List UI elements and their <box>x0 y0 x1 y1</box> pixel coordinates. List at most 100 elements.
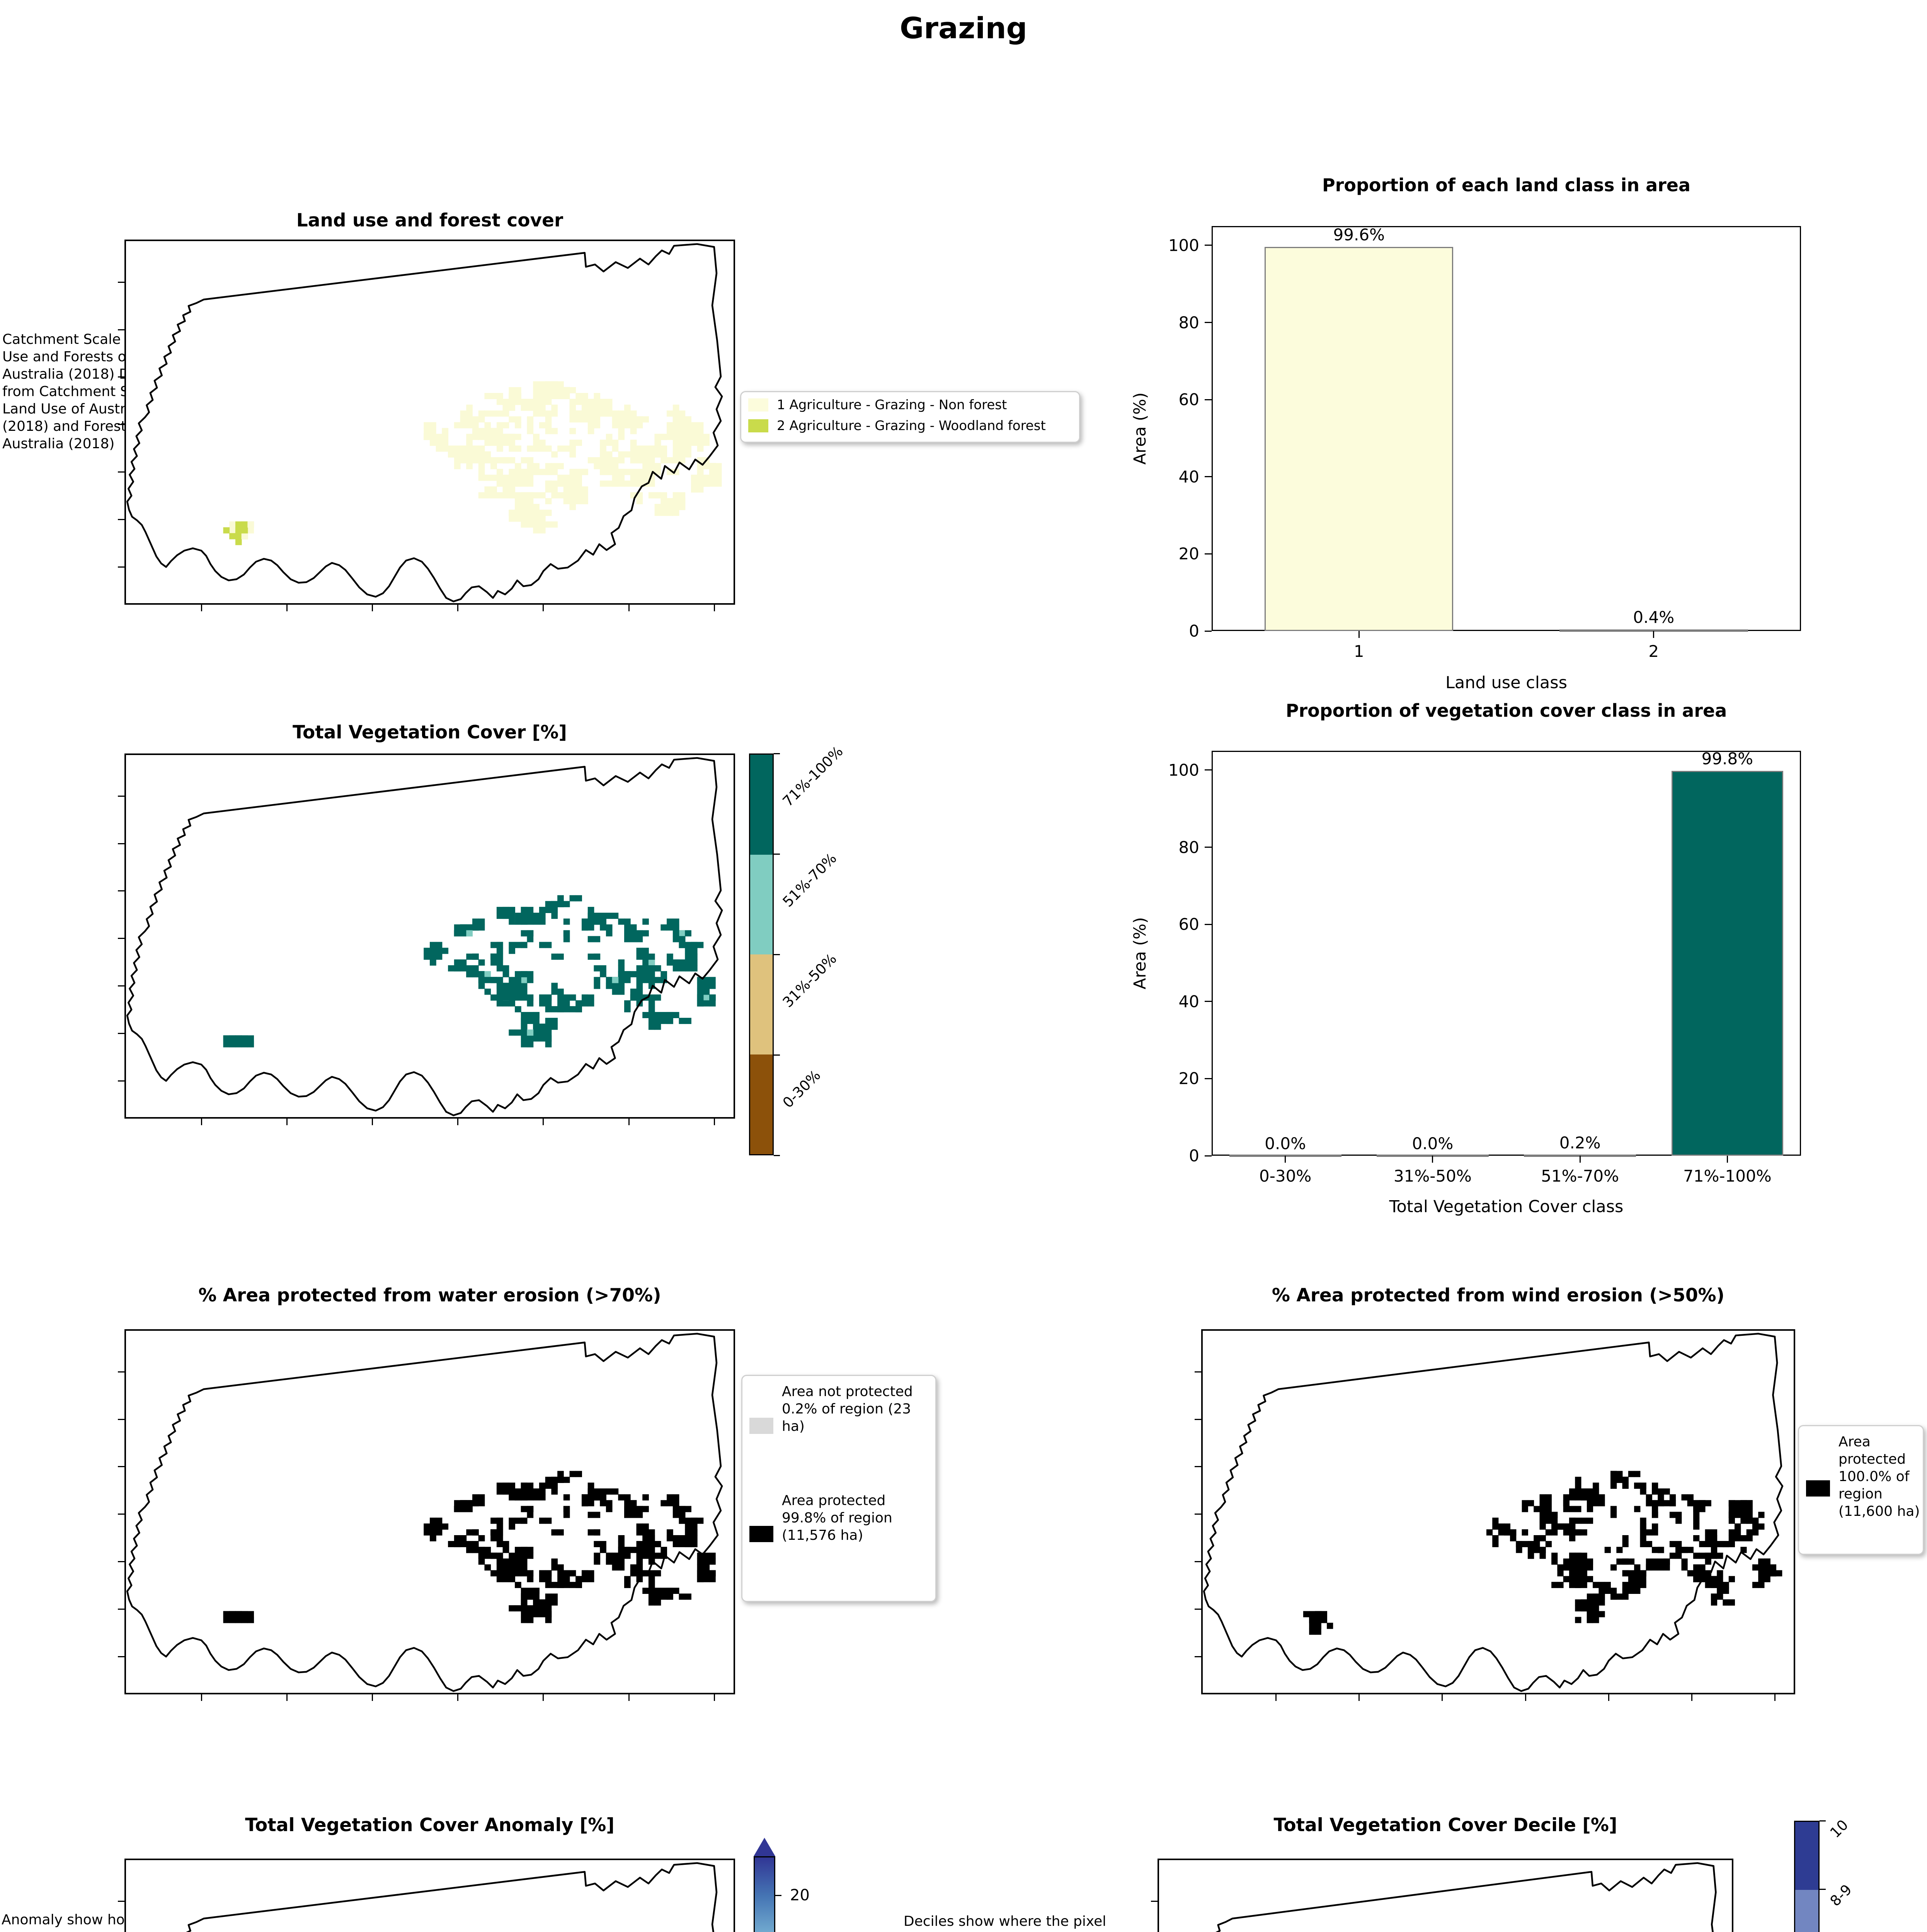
map-pixel <box>648 1553 655 1559</box>
map-pixel <box>642 451 649 458</box>
map-pixel <box>557 1006 564 1012</box>
map-pixel <box>484 1553 491 1559</box>
map-pixel <box>594 1529 601 1536</box>
map-pixel <box>490 474 497 481</box>
map-pixel <box>490 393 497 399</box>
map-pixel <box>600 965 606 972</box>
map-pixel <box>636 1558 643 1565</box>
map-pixel <box>527 1553 534 1559</box>
map-pixel <box>660 924 667 931</box>
map-pixel <box>527 469 534 475</box>
land-class-chart-ytick <box>1205 245 1212 246</box>
map-pixel <box>691 474 698 481</box>
map-pixel <box>235 521 242 528</box>
map-pixel <box>636 971 643 978</box>
map-pixel <box>496 492 503 498</box>
map-pixel <box>630 994 637 1001</box>
map-pixel <box>515 416 521 423</box>
map-pixel <box>1516 1541 1522 1548</box>
map-pixel <box>527 1576 534 1582</box>
map-pixel <box>1652 1488 1658 1495</box>
map-pixel <box>672 451 679 458</box>
land-use-map-xtick <box>713 605 715 611</box>
map-pixel <box>496 942 503 948</box>
map-pixel <box>654 1018 661 1024</box>
map-pixel <box>582 393 588 399</box>
map-pixel <box>454 965 461 972</box>
map-pixel <box>685 445 691 452</box>
wind-erosion-legend-label: Area protected 100.0% of region (11,600 … <box>1838 1434 1920 1519</box>
land-use-map-xtick <box>371 605 373 611</box>
map-pixel <box>551 521 558 528</box>
map-pixel <box>654 1541 661 1548</box>
map-pixel <box>1569 1553 1576 1559</box>
map-pixel <box>1534 1535 1540 1541</box>
map-pixel <box>1581 1494 1587 1501</box>
map-pixel <box>454 1541 461 1548</box>
map-pixel <box>1758 1512 1765 1518</box>
map-pixel <box>1510 1535 1517 1541</box>
map-pixel <box>569 474 576 481</box>
map-pixel <box>582 469 588 475</box>
map-pixel <box>551 1018 558 1024</box>
map-pixel <box>430 439 436 446</box>
map-pixel <box>1534 1547 1540 1553</box>
map-pixel <box>1728 1517 1735 1524</box>
map-pixel <box>594 965 601 972</box>
map-pixel <box>545 463 552 469</box>
map-pixel <box>594 1558 601 1565</box>
map-pixel <box>660 977 667 983</box>
map-pixel <box>1569 1517 1576 1524</box>
map-pixel <box>430 434 436 440</box>
veg-class-chart-ytick <box>1205 923 1212 925</box>
map-pixel <box>1563 1529 1570 1536</box>
land-use-map-xtick <box>628 605 630 611</box>
map-pixel <box>521 1506 528 1512</box>
map-pixel <box>521 994 528 1001</box>
map-pixel <box>545 399 552 405</box>
map-pixel <box>1539 1494 1546 1501</box>
map-pixel <box>509 457 516 464</box>
map-pixel <box>533 439 540 446</box>
map-pixel <box>247 527 254 534</box>
map-pixel <box>496 393 503 399</box>
map-pixel <box>1504 1529 1510 1536</box>
land-class-chart-bar-value: 0.4% <box>1633 608 1675 627</box>
map-pixel <box>430 1529 436 1536</box>
map-pixel <box>436 1517 443 1524</box>
wind-erosion-legend-swatch <box>1806 1480 1830 1497</box>
map-pixel <box>1545 1500 1552 1507</box>
map-pixel <box>1604 1582 1611 1588</box>
map-pixel <box>709 1570 716 1577</box>
map-pixel <box>667 457 673 464</box>
veg-colorbar-band <box>750 854 773 954</box>
map-pixel <box>502 1564 509 1571</box>
map-pixel <box>1728 1541 1735 1548</box>
map-pixel <box>1604 1547 1611 1553</box>
map-pixel <box>703 439 710 446</box>
map-pixel <box>1693 1570 1700 1577</box>
map-pixel <box>509 947 516 954</box>
map-pixel <box>667 1018 673 1024</box>
map-pixel <box>539 439 546 446</box>
wind-erosion-map-ytick <box>1195 1561 1201 1563</box>
map-pixel <box>1740 1517 1747 1524</box>
map-pixel <box>539 410 546 417</box>
map-pixel <box>454 422 461 429</box>
map-pixel <box>660 451 667 458</box>
map-pixel <box>582 1494 588 1501</box>
map-pixel <box>630 474 637 481</box>
map-pixel <box>636 457 643 464</box>
map-pixel <box>527 1041 534 1048</box>
map-pixel <box>424 428 430 434</box>
map-pixel <box>660 492 667 498</box>
map-pixel <box>672 434 679 440</box>
map-pixel <box>667 1535 673 1541</box>
map-pixel <box>1699 1553 1706 1559</box>
land-use-map-ytick <box>118 566 124 568</box>
map-pixel <box>223 1617 230 1623</box>
map-pixel <box>527 480 534 487</box>
map-pixel <box>654 1012 661 1018</box>
map-pixel <box>1728 1535 1735 1541</box>
map-pixel <box>594 410 601 417</box>
